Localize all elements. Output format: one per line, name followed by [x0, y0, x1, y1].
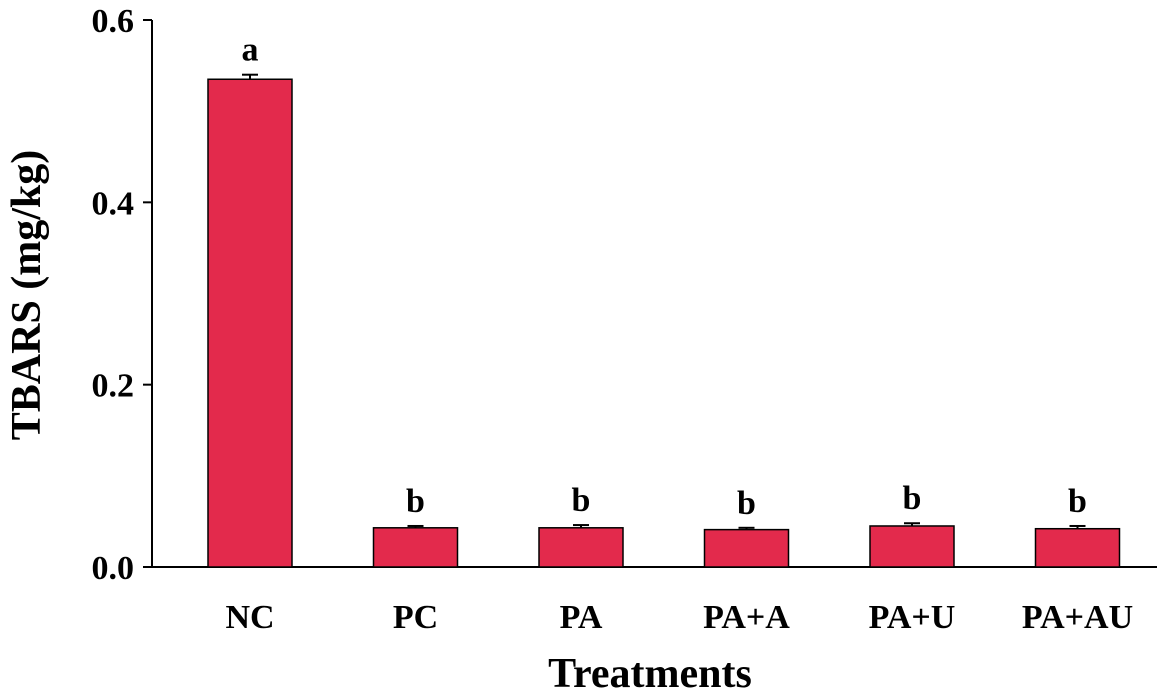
x-tick-label-PA+A: PA+A: [703, 599, 790, 636]
significance-label-PA+AU: b: [1068, 483, 1087, 520]
bar-PC: [372, 527, 459, 568]
significance-label-PA+U: b: [903, 480, 922, 517]
significance-label-PC: b: [406, 483, 425, 520]
y-tick-label: 0.6: [92, 3, 135, 40]
bar-PA: [538, 527, 624, 568]
y-tick-label: 0.4: [92, 185, 135, 222]
x-tick-label-PA: PA: [560, 599, 603, 636]
y-axis: 0.0 0.2 0.4 0.6: [92, 3, 153, 587]
bar-PA+U: [869, 525, 955, 568]
y-axis-title: TBARS (mg/kg): [4, 150, 50, 441]
bar-PA+AU: [1034, 527, 1121, 568]
x-axis: NC PC PA PA+A PA+U PA+AU: [152, 566, 1157, 636]
bars: a b b b b b: [207, 32, 1121, 568]
x-tick-label-PA+AU: PA+AU: [1022, 599, 1133, 636]
x-tick-label-NC: NC: [225, 599, 274, 636]
significance-label-PA: b: [572, 482, 591, 519]
y-tick-label: 0.0: [92, 550, 135, 587]
bar-NC: [207, 78, 293, 568]
x-tick-label-PC: PC: [393, 599, 438, 636]
bar-PA+A: [703, 528, 790, 568]
y-tick-label: 0.2: [92, 368, 135, 405]
significance-label-NC: a: [242, 32, 259, 69]
x-axis-title: Treatments: [548, 651, 752, 694]
x-tick-label-PA+U: PA+U: [869, 599, 956, 636]
significance-label-PA+A: b: [737, 485, 756, 522]
